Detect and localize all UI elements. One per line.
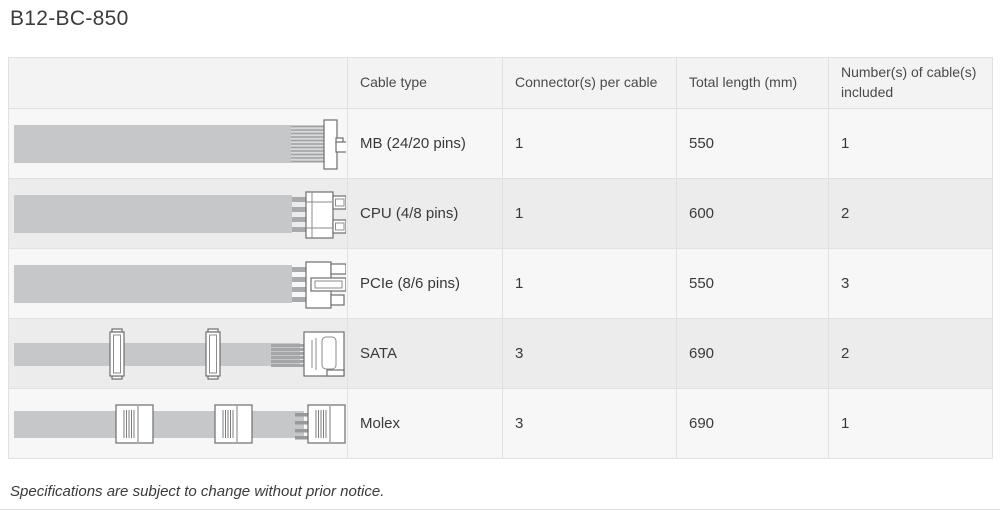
cell-connectors-per-cable: 1 bbox=[502, 108, 677, 179]
header-row: Cable type Connector(s) per cable Total … bbox=[8, 57, 993, 109]
molex-cable-icon bbox=[14, 403, 346, 444]
header-cables-included: Number(s) of cable(s) included bbox=[828, 57, 993, 109]
cell-total-length: 550 bbox=[676, 248, 829, 319]
bottom-divider bbox=[0, 509, 1000, 510]
table-row: MB (24/20 pins) 1 550 1 bbox=[8, 108, 993, 179]
mb-24-20-pin-cable-icon bbox=[14, 118, 346, 170]
cpu-4-8-pin-cable-icon bbox=[14, 190, 346, 239]
cell-cables-included: 1 bbox=[828, 108, 993, 179]
cell-cables-included: 2 bbox=[828, 178, 993, 249]
cell-total-length: 550 bbox=[676, 108, 829, 179]
cell-cable-type: SATA bbox=[347, 318, 503, 389]
cell-total-length: 690 bbox=[676, 318, 829, 389]
cell-illustration bbox=[8, 108, 348, 179]
cell-total-length: 690 bbox=[676, 388, 829, 459]
cell-illustration bbox=[8, 318, 348, 389]
cell-total-length: 600 bbox=[676, 178, 829, 249]
cell-cables-included: 2 bbox=[828, 318, 993, 389]
cell-illustration bbox=[8, 388, 348, 459]
cell-cables-included: 3 bbox=[828, 248, 993, 319]
header-image bbox=[8, 57, 348, 109]
cell-connectors-per-cable: 3 bbox=[502, 388, 677, 459]
cell-cables-included: 1 bbox=[828, 388, 993, 459]
specifications-footnote: Specifications are subject to change wit… bbox=[10, 483, 385, 500]
table-row: CPU (4/8 pins) 1 600 2 bbox=[8, 178, 993, 249]
cell-illustration bbox=[8, 248, 348, 319]
table-row: PCIe (8/6 pins) 1 550 3 bbox=[8, 248, 993, 319]
cell-cable-type: CPU (4/8 pins) bbox=[347, 178, 503, 249]
cell-connectors-per-cable: 1 bbox=[502, 178, 677, 249]
page-title: B12-BC-850 bbox=[10, 7, 129, 30]
header-connectors-per-cable: Connector(s) per cable bbox=[502, 57, 677, 109]
cell-cable-type: MB (24/20 pins) bbox=[347, 108, 503, 179]
sata-cable-icon bbox=[14, 327, 345, 380]
header-total-length: Total length (mm) bbox=[676, 57, 829, 109]
cable-spec-table: Cable type Connector(s) per cable Total … bbox=[8, 57, 993, 459]
pcie-8-6-pin-cable-icon bbox=[14, 260, 346, 309]
table-row: Molex 3 690 1 bbox=[8, 388, 993, 459]
header-cable-type: Cable type bbox=[347, 57, 503, 109]
cell-connectors-per-cable: 3 bbox=[502, 318, 677, 389]
cell-illustration bbox=[8, 178, 348, 249]
cell-cable-type: PCIe (8/6 pins) bbox=[347, 248, 503, 319]
table-row: SATA 3 690 2 bbox=[8, 318, 993, 389]
cell-cable-type: Molex bbox=[347, 388, 503, 459]
cell-connectors-per-cable: 1 bbox=[502, 248, 677, 319]
